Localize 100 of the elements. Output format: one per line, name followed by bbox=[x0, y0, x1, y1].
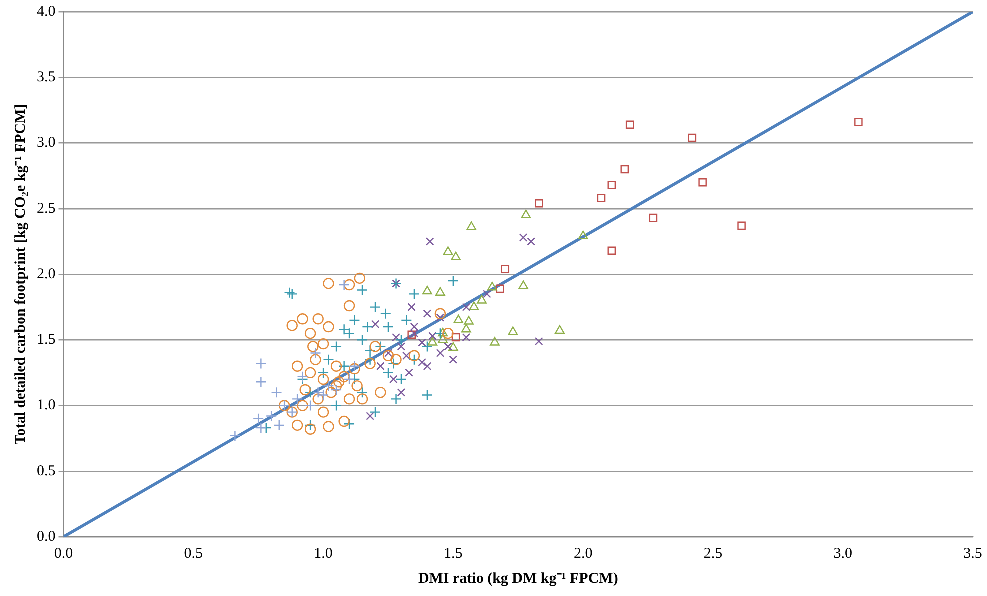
point bbox=[527, 238, 536, 246]
point bbox=[364, 354, 376, 366]
x-tick-label: 2.0 bbox=[574, 546, 593, 562]
point bbox=[304, 400, 316, 412]
point bbox=[338, 360, 350, 372]
point bbox=[274, 420, 285, 432]
point bbox=[256, 358, 267, 370]
point bbox=[422, 341, 434, 352]
point bbox=[330, 380, 342, 392]
point bbox=[382, 367, 394, 379]
point bbox=[462, 303, 471, 312]
point bbox=[356, 394, 368, 405]
point bbox=[349, 363, 360, 375]
point bbox=[390, 375, 398, 384]
point bbox=[436, 349, 445, 358]
point bbox=[323, 421, 334, 432]
point bbox=[349, 360, 360, 372]
point bbox=[854, 118, 863, 126]
y-tick-label: 0.5 bbox=[37, 463, 56, 480]
point bbox=[338, 371, 350, 382]
point bbox=[448, 275, 460, 287]
point bbox=[334, 376, 345, 388]
point bbox=[454, 314, 464, 324]
point bbox=[428, 332, 437, 340]
point bbox=[318, 374, 330, 386]
point bbox=[318, 338, 330, 350]
x-tick-label: 1.5 bbox=[444, 546, 463, 562]
point bbox=[338, 416, 350, 428]
point bbox=[396, 334, 408, 346]
y-tick-label: 0.0 bbox=[37, 528, 56, 545]
point bbox=[344, 374, 356, 386]
point bbox=[408, 354, 420, 366]
point bbox=[436, 287, 446, 296]
point bbox=[698, 178, 707, 187]
y-axis-title: Total detailed carbon footprint [kg CO₂e kg⁻¹ FPCM] bbox=[12, 104, 29, 445]
point bbox=[608, 246, 616, 256]
point bbox=[397, 388, 406, 397]
point bbox=[519, 234, 528, 242]
point bbox=[330, 400, 342, 412]
point bbox=[501, 265, 510, 274]
point bbox=[423, 310, 432, 318]
point bbox=[256, 376, 267, 388]
point bbox=[388, 358, 400, 370]
point bbox=[362, 321, 374, 333]
point bbox=[382, 350, 394, 362]
point bbox=[370, 302, 382, 313]
point bbox=[230, 430, 241, 442]
point bbox=[292, 360, 304, 372]
point bbox=[418, 358, 426, 367]
point bbox=[310, 354, 322, 366]
point bbox=[487, 282, 498, 291]
point bbox=[442, 328, 454, 340]
point bbox=[338, 279, 350, 291]
point bbox=[688, 134, 697, 142]
point bbox=[376, 362, 385, 371]
y-tick-label: 3.0 bbox=[37, 135, 56, 152]
x-tick-label: 3.0 bbox=[834, 546, 852, 562]
point bbox=[436, 314, 445, 322]
point bbox=[461, 324, 472, 333]
point bbox=[297, 314, 308, 325]
point bbox=[284, 287, 296, 298]
point bbox=[356, 284, 368, 296]
point bbox=[626, 120, 634, 130]
point bbox=[597, 194, 606, 203]
point bbox=[304, 328, 316, 340]
point bbox=[578, 230, 588, 240]
point bbox=[438, 334, 448, 344]
y-tick-label: 4.0 bbox=[37, 4, 56, 20]
point bbox=[422, 286, 432, 295]
point bbox=[434, 308, 446, 320]
point bbox=[256, 422, 267, 434]
point bbox=[434, 328, 446, 340]
point bbox=[292, 420, 304, 432]
point bbox=[297, 371, 308, 382]
point bbox=[555, 325, 565, 334]
point bbox=[310, 348, 322, 359]
point bbox=[469, 302, 480, 310]
point bbox=[326, 387, 337, 398]
point bbox=[405, 368, 414, 378]
point bbox=[464, 316, 474, 325]
point bbox=[444, 342, 452, 351]
x-tick-label: 0.0 bbox=[54, 546, 74, 562]
x-axis-title: DMI ratio (kg DM kg⁻¹ FPCM) bbox=[418, 570, 618, 587]
point bbox=[423, 362, 432, 371]
point bbox=[408, 330, 416, 340]
point bbox=[304, 387, 316, 398]
point bbox=[384, 349, 393, 358]
point bbox=[344, 279, 356, 291]
point bbox=[364, 358, 376, 370]
point bbox=[375, 341, 386, 352]
point bbox=[349, 314, 360, 326]
point bbox=[402, 352, 411, 360]
point bbox=[330, 360, 342, 372]
point bbox=[370, 341, 382, 352]
point bbox=[344, 300, 356, 312]
point bbox=[354, 272, 366, 284]
point bbox=[323, 354, 334, 366]
point bbox=[380, 308, 392, 320]
point bbox=[397, 342, 406, 351]
point bbox=[323, 278, 334, 290]
